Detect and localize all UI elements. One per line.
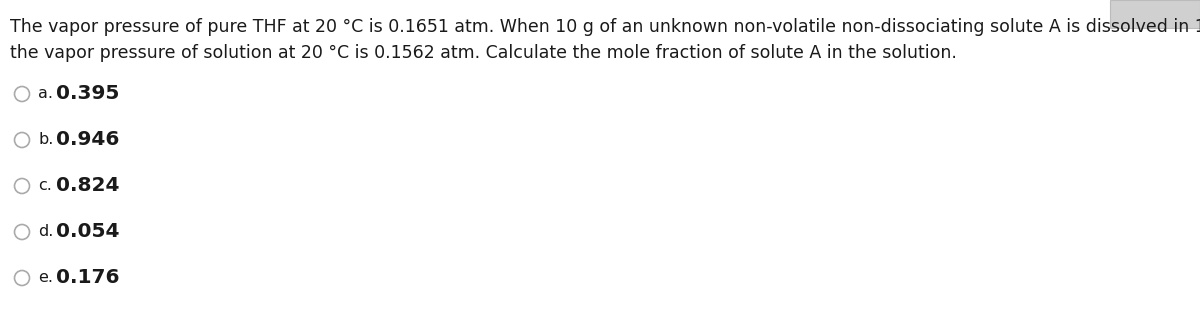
Text: 0.176: 0.176 bbox=[56, 268, 120, 287]
Text: 0.824: 0.824 bbox=[56, 176, 120, 195]
Text: e.: e. bbox=[38, 270, 53, 285]
Text: The vapor pressure of pure THF at 20 °C is 0.1651 atm. When 10 g of an unknown n: The vapor pressure of pure THF at 20 °C … bbox=[10, 18, 1200, 36]
Text: 0.054: 0.054 bbox=[56, 222, 120, 241]
Text: d.: d. bbox=[38, 224, 53, 239]
Text: c.: c. bbox=[38, 178, 52, 193]
Text: b.: b. bbox=[38, 132, 53, 147]
Text: 0.395: 0.395 bbox=[56, 84, 119, 103]
Text: the vapor pressure of solution at 20 °C is 0.1562 atm. Calculate the mole fracti: the vapor pressure of solution at 20 °C … bbox=[10, 44, 956, 62]
Bar bbox=[1110, 0, 1200, 28]
Text: a.: a. bbox=[38, 86, 53, 101]
Text: 0.946: 0.946 bbox=[56, 130, 119, 149]
